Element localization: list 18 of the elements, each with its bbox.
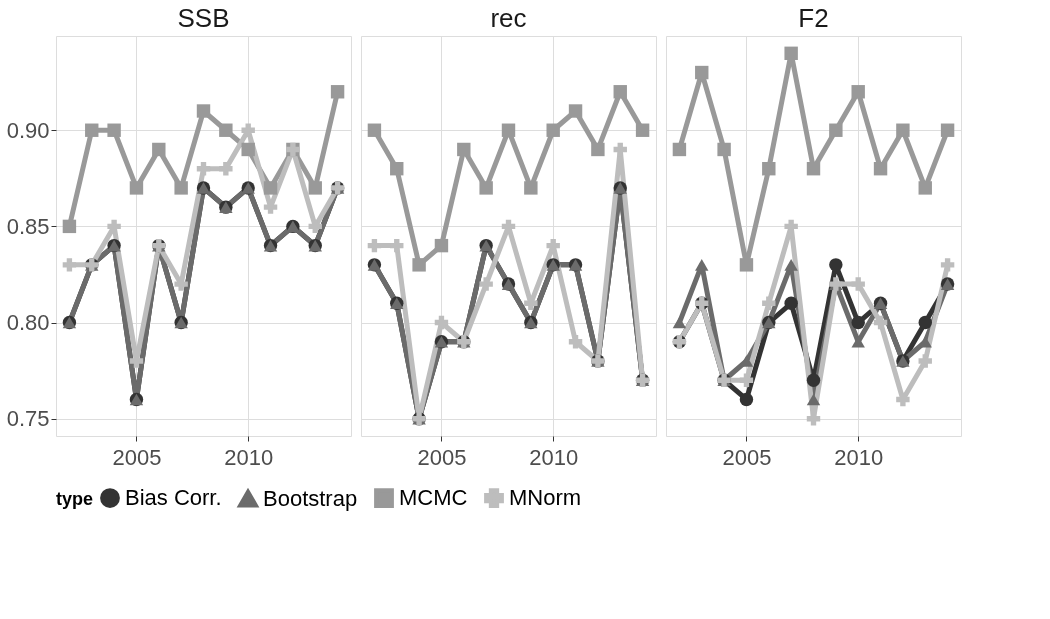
y-tick-label: 0.80 [6,310,50,336]
x-tick-label: 2005 [417,444,467,470]
chart-title: rec [490,3,527,33]
x-tick-label: 2010 [224,444,274,470]
legend-title: type [56,489,94,509]
legend-label: MCMC [399,485,468,511]
x-tick-label: 2005 [722,444,772,470]
legend-label: Bootstrap [263,485,358,511]
x-tick-label: 2010 [834,444,884,470]
x-tick-label: 2005 [112,444,162,470]
legend-label: Bias Corr. [125,485,222,511]
y-tick-label: 0.90 [6,117,50,143]
chart-title: F2 [798,3,829,33]
legend-label: MNorm [509,485,582,511]
chart-title: SSB [177,3,230,33]
y-tick-label: 0.75 [6,406,50,432]
y-tick-label: 0.85 [6,213,50,239]
x-tick-label: 2010 [529,444,579,470]
